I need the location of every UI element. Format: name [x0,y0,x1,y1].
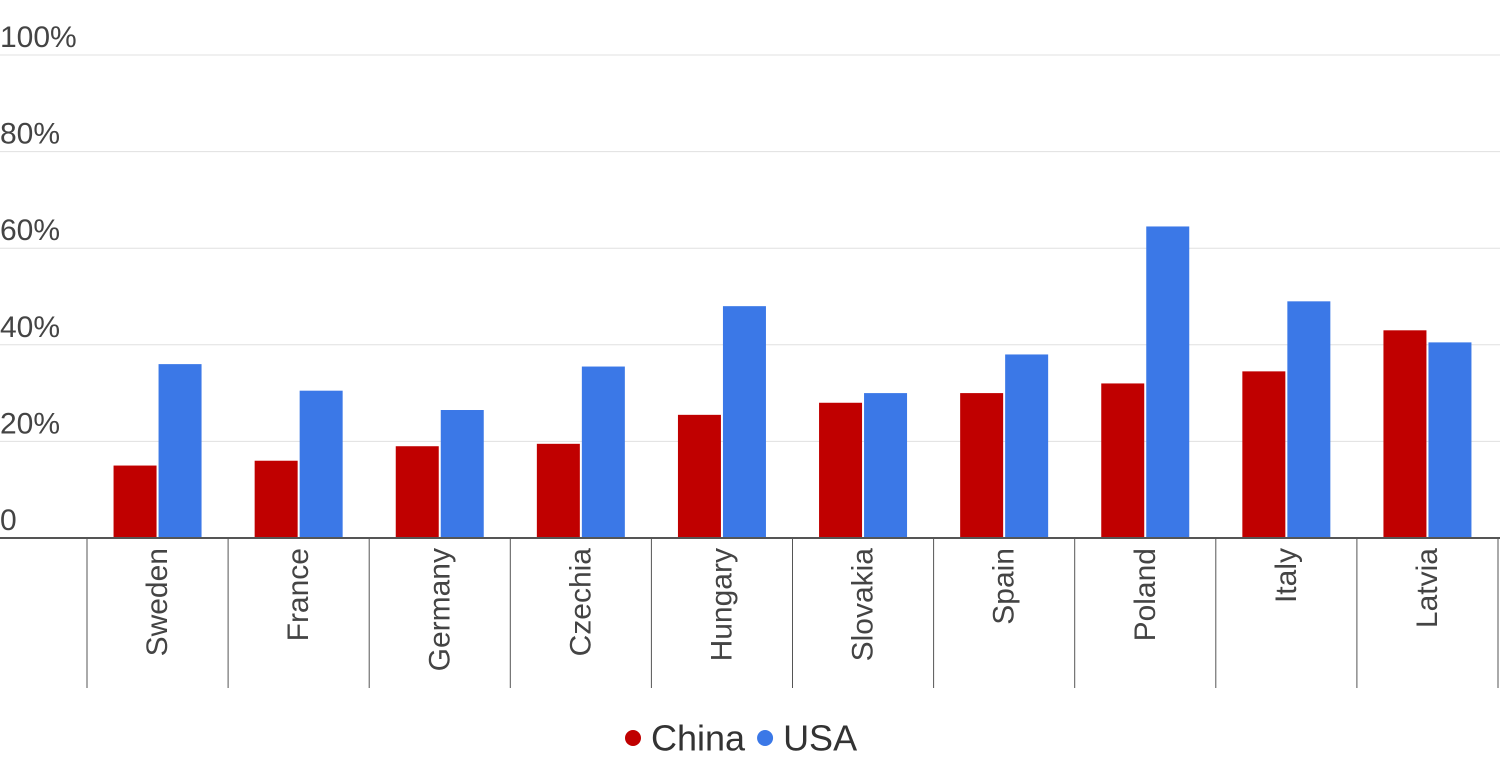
x-tick-label: France [282,548,315,641]
y-tick-label: 40% [0,311,60,344]
x-tick-label: Latvia [1411,548,1444,628]
x-tick-label: Italy [1270,548,1303,603]
x-axis-ticks: Sweden France Germany Czechia Hungary Slovaki… [141,548,1444,672]
bar-china-slovakia [819,402,863,538]
bar-usa-hungary [722,306,766,538]
bar-usa-france [299,390,343,538]
legend: China USA [625,718,857,759]
legend-label-usa: USA [783,718,857,759]
y-tick-label: 0 [0,504,17,537]
x-tick-label: Spain [988,548,1021,625]
bars [113,226,1472,538]
x-tick-label: Germany [423,548,456,671]
y-tick-label: 80% [0,118,60,151]
bar-usa-latvia [1428,342,1472,538]
bar-china-germany [395,446,439,538]
bar-usa-poland [1146,226,1190,538]
bar-usa-czechia [581,366,625,538]
bar-usa-spain [1005,354,1049,538]
y-tick-label: 20% [0,407,60,440]
bar-china-hungary [677,414,721,538]
x-tick-label: Slovakia [847,548,880,662]
bar-china-france [254,460,298,538]
legend-swatch-china [625,730,641,746]
x-axis [0,537,1500,688]
x-tick-label: Sweden [141,548,174,656]
y-axis-ticks: 0 20% 40% 60% 80% 100% [0,21,77,537]
bar-china-latvia [1383,330,1427,538]
y-tick-label: 100% [0,21,77,54]
bar-usa-germany [440,410,484,538]
bar-usa-sweden [158,364,202,538]
bar-china-poland [1101,383,1145,538]
y-tick-label: 60% [0,214,60,247]
x-tick-label: Czechia [564,548,597,657]
bar-china-czechia [536,443,580,538]
bar-china-italy [1242,371,1286,538]
bar-china-spain [960,393,1004,538]
bar-usa-slovakia [864,393,908,538]
x-tick-label: Hungary [705,548,738,661]
x-tick-label: Poland [1129,548,1162,641]
legend-swatch-usa [757,730,774,746]
bar-usa-italy [1287,301,1331,538]
legend-label-china: China [651,718,746,759]
bar-china-sweden [113,465,157,538]
